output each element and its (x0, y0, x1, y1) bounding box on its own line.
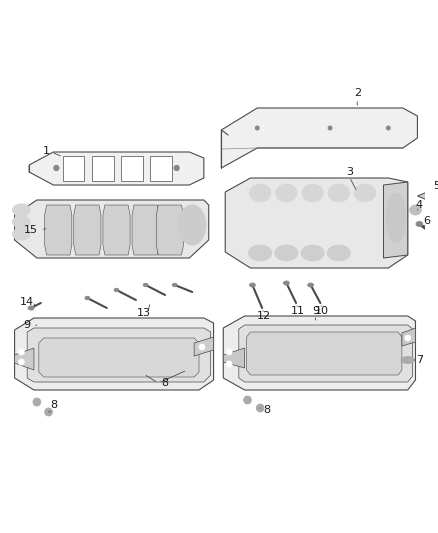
Ellipse shape (401, 357, 414, 364)
Polygon shape (29, 152, 204, 185)
Polygon shape (27, 328, 211, 382)
Polygon shape (402, 328, 416, 346)
Circle shape (226, 349, 232, 355)
Ellipse shape (143, 283, 148, 287)
Polygon shape (221, 108, 417, 168)
Polygon shape (417, 190, 438, 202)
Circle shape (33, 398, 41, 406)
Ellipse shape (410, 205, 421, 215)
Circle shape (199, 344, 205, 350)
Polygon shape (156, 205, 184, 255)
Polygon shape (74, 205, 101, 255)
Ellipse shape (13, 204, 30, 216)
Text: 14: 14 (20, 297, 34, 307)
Ellipse shape (114, 288, 119, 292)
Ellipse shape (302, 184, 323, 202)
Ellipse shape (85, 296, 90, 300)
Text: 11: 11 (291, 306, 305, 316)
Text: 8: 8 (263, 405, 271, 415)
Circle shape (18, 349, 24, 355)
Circle shape (226, 361, 232, 367)
Polygon shape (45, 205, 72, 255)
Circle shape (328, 126, 332, 130)
Circle shape (255, 126, 259, 130)
Ellipse shape (248, 245, 272, 261)
Circle shape (45, 408, 53, 416)
Ellipse shape (308, 283, 314, 287)
Ellipse shape (13, 228, 30, 240)
Ellipse shape (327, 245, 350, 261)
Ellipse shape (28, 306, 34, 310)
Text: 2: 2 (353, 88, 361, 98)
Ellipse shape (250, 283, 255, 287)
Polygon shape (63, 156, 85, 181)
Text: 4: 4 (416, 200, 423, 210)
Text: 3: 3 (346, 167, 353, 177)
Text: 5: 5 (433, 181, 438, 191)
Text: 15: 15 (24, 225, 38, 235)
Polygon shape (121, 156, 143, 181)
Text: 8: 8 (162, 378, 169, 388)
Polygon shape (132, 205, 159, 255)
Polygon shape (92, 156, 113, 181)
Text: 6: 6 (424, 216, 431, 226)
Text: 12: 12 (257, 311, 271, 321)
Ellipse shape (328, 184, 350, 202)
Text: 9: 9 (312, 306, 319, 316)
Circle shape (174, 166, 179, 171)
Polygon shape (247, 332, 402, 375)
Text: 1: 1 (43, 146, 50, 156)
Text: 8: 8 (50, 400, 57, 410)
Text: 10: 10 (315, 306, 329, 316)
Text: 7: 7 (416, 355, 423, 365)
Circle shape (405, 335, 411, 341)
Ellipse shape (13, 216, 30, 228)
Polygon shape (223, 316, 416, 390)
Polygon shape (239, 325, 413, 382)
Text: 13: 13 (137, 308, 151, 318)
Polygon shape (14, 200, 209, 258)
Polygon shape (103, 205, 130, 255)
Polygon shape (225, 178, 408, 268)
Ellipse shape (416, 222, 423, 227)
Ellipse shape (276, 184, 297, 202)
Polygon shape (151, 156, 172, 181)
Polygon shape (14, 348, 34, 370)
Ellipse shape (172, 283, 177, 287)
Polygon shape (14, 318, 214, 390)
Ellipse shape (275, 245, 298, 261)
Polygon shape (223, 348, 245, 368)
Circle shape (244, 396, 251, 404)
Ellipse shape (250, 184, 271, 202)
Circle shape (387, 126, 390, 130)
Text: 9: 9 (24, 320, 31, 330)
Ellipse shape (283, 281, 289, 285)
Circle shape (54, 166, 59, 171)
Ellipse shape (301, 245, 324, 261)
Ellipse shape (386, 193, 406, 243)
Ellipse shape (354, 184, 376, 202)
Ellipse shape (179, 205, 206, 245)
Circle shape (18, 359, 24, 365)
Circle shape (256, 404, 264, 412)
Polygon shape (39, 338, 199, 377)
Polygon shape (383, 182, 408, 258)
Polygon shape (194, 337, 214, 356)
